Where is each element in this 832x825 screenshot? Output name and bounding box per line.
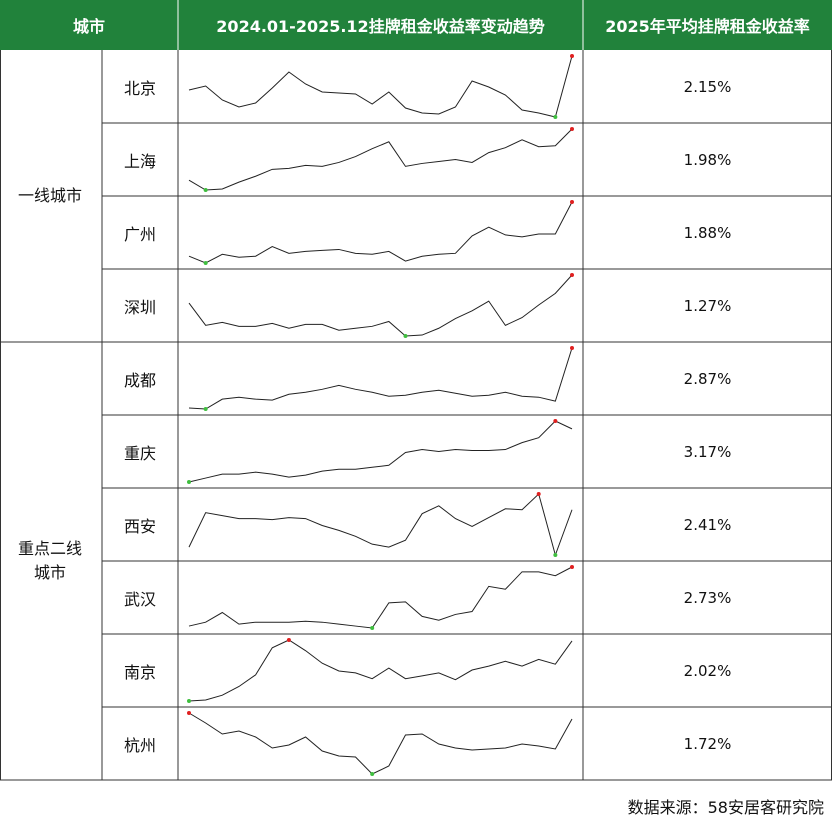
sparkline bbox=[188, 128, 573, 191]
yield-value: 2.02% bbox=[683, 661, 732, 680]
min-point bbox=[403, 334, 408, 338]
city-name: 上海 bbox=[123, 151, 156, 171]
city-name: 北京 bbox=[123, 78, 156, 98]
min-point bbox=[553, 115, 558, 119]
header-bg bbox=[0, 0, 832, 50]
city-name: 西安 bbox=[123, 516, 156, 536]
source-note: 数据来源：58安居客研究院 bbox=[627, 798, 824, 817]
city-name: 杭州 bbox=[123, 735, 156, 755]
max-point bbox=[570, 127, 574, 131]
yield-value: 1.88% bbox=[683, 223, 732, 242]
sparkline bbox=[188, 712, 573, 775]
sparkline bbox=[188, 274, 573, 337]
min-point bbox=[370, 772, 375, 776]
city-name: 南京 bbox=[123, 662, 156, 682]
header-cell: 2025年平均挂牌租金收益率 bbox=[605, 17, 810, 36]
max-point bbox=[570, 565, 574, 569]
max-point bbox=[570, 54, 574, 58]
min-point bbox=[203, 188, 208, 192]
group-label: 一线城市 bbox=[17, 186, 82, 205]
min-point bbox=[370, 626, 375, 630]
header-cell: 城市 bbox=[72, 17, 105, 36]
sparkline bbox=[188, 639, 573, 702]
min-point bbox=[187, 480, 191, 484]
sparkline bbox=[188, 347, 573, 410]
city-name: 广州 bbox=[123, 224, 156, 244]
max-point bbox=[536, 492, 541, 496]
city-name: 武汉 bbox=[123, 589, 156, 609]
max-point bbox=[553, 419, 558, 423]
yield-value: 1.98% bbox=[683, 150, 732, 169]
yield-value: 1.72% bbox=[683, 734, 732, 753]
max-point bbox=[570, 273, 574, 277]
city-name: 重庆 bbox=[123, 443, 156, 463]
sparkline bbox=[188, 493, 573, 557]
sparkline bbox=[188, 201, 573, 264]
yield-value: 3.17% bbox=[683, 442, 732, 461]
yield-value: 2.41% bbox=[683, 515, 732, 534]
max-point bbox=[570, 200, 574, 204]
yield-value: 2.15% bbox=[683, 77, 732, 96]
yield-value: 2.87% bbox=[683, 369, 732, 388]
max-point bbox=[187, 711, 191, 715]
city-name: 深圳 bbox=[123, 297, 156, 317]
city-name: 成都 bbox=[123, 370, 156, 390]
header-cell: 2024.01-2025.12挂牌租金收益率变动趋势 bbox=[216, 17, 545, 36]
yield-value: 2.73% bbox=[683, 588, 732, 607]
sparkline bbox=[188, 55, 573, 118]
max-point bbox=[570, 346, 574, 350]
min-point bbox=[187, 699, 191, 703]
sparkline bbox=[188, 420, 573, 483]
max-point bbox=[286, 638, 291, 642]
yield-value: 1.27% bbox=[683, 296, 732, 315]
min-point bbox=[203, 261, 208, 265]
min-point bbox=[553, 553, 558, 557]
group-label: 重点二线城市 bbox=[17, 539, 82, 582]
sparkline bbox=[188, 566, 573, 629]
min-point bbox=[203, 407, 208, 411]
